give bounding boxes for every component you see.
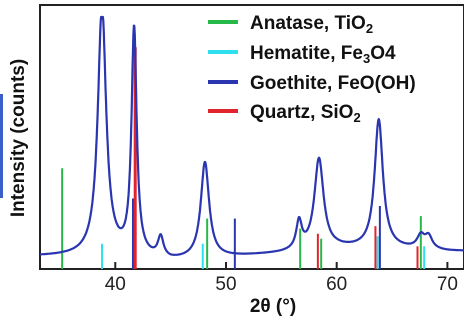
legend-label-goethite: Goethite, FeO(OH)	[250, 73, 416, 94]
legend-label-quartz: Quartz, SiO2	[250, 102, 361, 125]
x-tick-label-70: 70	[437, 274, 458, 295]
left-edge-marker	[0, 94, 3, 198]
xrd-pattern-line	[39, 15, 464, 256]
legend-label-hematite: Hematite, Fe3O4	[250, 43, 396, 66]
x-tick-label-50: 50	[215, 274, 236, 295]
y-axis-title: Intensity (counts)	[8, 59, 29, 217]
x-tick-label-40: 40	[105, 274, 126, 295]
legend: Anatase, TiO2 Hematite, Fe3O4 Goethite, …	[208, 13, 416, 125]
plot-frame	[39, 4, 464, 270]
x-tick-label-60: 60	[326, 274, 347, 295]
x-ticks-group: 40 50 60 70	[105, 262, 458, 295]
x-axis-title: 2θ (°)	[250, 296, 296, 317]
legend-label-anatase: Anatase, TiO2	[250, 13, 373, 36]
